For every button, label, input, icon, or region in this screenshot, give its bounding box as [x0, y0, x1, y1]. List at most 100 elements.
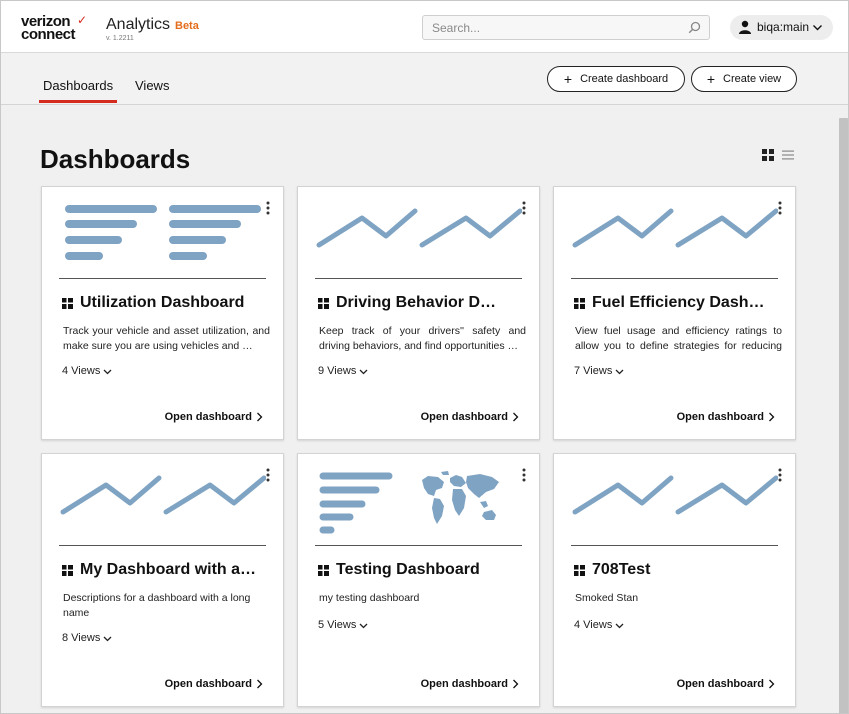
open-dashboard-label: Open dashboard [676, 411, 764, 423]
card-divider [571, 278, 778, 279]
top-header: verizon connect ✓ Analytics Beta v. 1.22… [1, 1, 848, 53]
card-divider [571, 545, 778, 546]
open-dashboard-link[interactable]: Open dashboard [421, 411, 519, 423]
views-count: 5 Views [318, 619, 357, 631]
tab-dashboards[interactable]: Dashboards [38, 78, 118, 103]
open-dashboard-link[interactable]: Open dashboard [165, 678, 263, 690]
views-dropdown[interactable]: 5 Views [318, 619, 368, 631]
open-dashboard-link[interactable]: Open dashboard [677, 678, 775, 690]
chevron-down-icon [103, 369, 112, 375]
card-divider [315, 278, 522, 279]
views-count: 4 Views [62, 365, 101, 377]
views-dropdown[interactable]: 8 Views [62, 632, 112, 644]
open-dashboard-label: Open dashboard [164, 678, 252, 690]
app-version: v. 1.2211 [106, 35, 134, 42]
open-dashboard-link[interactable]: Open dashboard [421, 678, 519, 690]
card-description: Descriptions for a dashboard with a long… [63, 592, 251, 619]
logo-line-2: connect [21, 26, 76, 43]
dashboard-card[interactable]: 708Test Smoked Stan 4 Views Open dashboa… [553, 453, 796, 707]
card-title: Driving Behavior D… [336, 294, 497, 311]
more-options-icon[interactable] [266, 201, 270, 215]
more-options-icon[interactable] [778, 201, 782, 215]
open-dashboard-link[interactable]: Open dashboard [677, 411, 775, 423]
beta-badge: Beta [175, 20, 199, 32]
main-content: Dashboards Utilization Dashboard Track y… [1, 106, 837, 713]
dashboard-icon [574, 298, 585, 309]
list-view-icon[interactable] [782, 149, 794, 161]
views-count: 9 Views [318, 365, 357, 377]
create-dashboard-label: Create dashboard [580, 73, 669, 85]
card-title: Utilization Dashboard [80, 294, 245, 311]
chevron-down-icon [615, 623, 624, 629]
line-pair-icon [572, 475, 778, 515]
views-dropdown[interactable]: 7 Views [574, 365, 624, 377]
dashboard-card[interactable]: My Dashboard with a… Descriptions for a … [41, 453, 284, 707]
open-dashboard-link[interactable]: Open dashboard [165, 411, 263, 423]
search-input[interactable] [423, 16, 673, 39]
chevron-down-icon [359, 369, 368, 375]
dashboard-icon [62, 298, 73, 309]
open-dashboard-label: Open dashboard [676, 678, 764, 690]
views-dropdown[interactable]: 4 Views [62, 365, 112, 377]
bars-pair-icon [65, 205, 261, 260]
card-description: Smoked Stan [575, 592, 639, 604]
dashboard-icon [62, 565, 73, 576]
tab-views[interactable]: Views [135, 78, 170, 93]
chevron-right-icon [769, 679, 775, 689]
line-pair-icon [572, 208, 778, 248]
card-divider [59, 278, 266, 279]
verizon-connect-logo[interactable]: verizon connect ✓ [21, 13, 91, 43]
more-options-icon[interactable] [778, 468, 782, 482]
chevron-right-icon [513, 679, 519, 689]
scrollbar-thumb[interactable] [839, 118, 848, 713]
card-divider [315, 545, 522, 546]
world-map-icon [422, 471, 499, 524]
create-view-label: Create view [723, 73, 782, 85]
chevron-right-icon [769, 412, 775, 422]
chevron-right-icon [257, 412, 263, 422]
logo-line-1: verizon [21, 13, 71, 30]
dashboard-card[interactable]: Fuel Efficiency Dash… View fuel usage an… [553, 186, 796, 440]
line-pair-icon [316, 208, 522, 248]
chevron-down-icon [359, 623, 368, 629]
create-dashboard-button[interactable]: + Create dashboard [547, 66, 685, 92]
dashboard-card[interactable]: Testing Dashboard my testing dashboard 5… [297, 453, 540, 707]
card-description: my testing dashboard [319, 592, 420, 604]
card-divider [59, 545, 266, 546]
open-dashboard-label: Open dashboard [420, 411, 508, 423]
chevron-down-icon [103, 636, 112, 642]
views-count: 7 Views [574, 365, 613, 377]
views-dropdown[interactable]: 9 Views [318, 365, 368, 377]
create-view-button[interactable]: + Create view [691, 66, 797, 92]
dashboard-icon [318, 298, 329, 309]
grid-view-icon[interactable] [762, 149, 774, 161]
user-name: biqa:main [757, 20, 810, 34]
dashboard-card[interactable]: Driving Behavior D… Keep track of your d… [297, 186, 540, 440]
chevron-down-icon [813, 25, 822, 31]
more-options-icon[interactable] [266, 468, 270, 482]
chevron-right-icon [513, 412, 519, 422]
card-title: Testing Dashboard [336, 561, 480, 578]
user-icon [739, 20, 751, 34]
card-description: Track your vehicle and asset utilization… [63, 325, 270, 352]
views-dropdown[interactable]: 4 Views [574, 619, 624, 631]
search-icon[interactable] [688, 21, 701, 34]
open-dashboard-label: Open dashboard [420, 678, 508, 690]
more-options-icon[interactable] [522, 201, 526, 215]
line-pair-icon [60, 475, 266, 515]
card-title: 708Test [592, 561, 651, 578]
more-options-icon[interactable] [522, 468, 526, 482]
open-dashboard-label: Open dashboard [164, 411, 252, 423]
nav-bar: Dashboards Views + Create dashboard + Cr… [1, 53, 848, 105]
card-title: Fuel Efficiency Dash… [592, 294, 765, 311]
dashboard-icon [574, 565, 585, 576]
vertical-scrollbar[interactable] [837, 106, 848, 713]
user-menu[interactable]: biqa:main [730, 15, 833, 40]
card-title: My Dashboard with a… [80, 561, 257, 578]
plus-icon: + [706, 71, 716, 87]
dashboard-card[interactable]: Utilization Dashboard Track your vehicle… [41, 186, 284, 440]
card-description: View fuel usage and efficiency ratings t… [575, 325, 782, 352]
views-count: 8 Views [62, 632, 101, 644]
chevron-right-icon [257, 679, 263, 689]
